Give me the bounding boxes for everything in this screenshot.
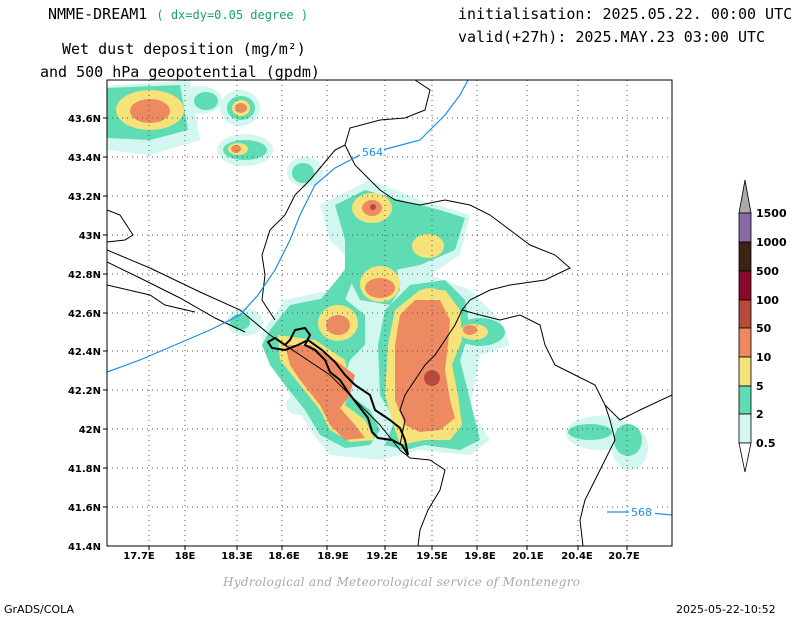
variable-title-line2: and 500 hPa geopotential (gpdm) <box>40 63 320 81</box>
colorbar-label: 500 <box>756 265 779 278</box>
latitude-labels: 43.6N 43.4N 43.2N 43N 42.8N 42.6N 42.4N … <box>68 114 101 553</box>
colorbar-swatch-500 <box>738 241 752 272</box>
montenegro-outline <box>266 326 409 456</box>
colorbar-swatch-2 <box>738 385 752 415</box>
lat-tick: 42.4N <box>68 347 101 358</box>
lon-tick: 18.6E <box>268 551 300 562</box>
contour-label-bg-568 <box>629 504 655 518</box>
colorbar-label: 50 <box>756 322 772 335</box>
colorbar-swatch-1000 <box>738 212 752 243</box>
lon-tick: 19.2E <box>366 551 398 562</box>
footer-timestamp: 2025-05-22-10:52 <box>676 603 776 616</box>
colorbar-arrow-bottom <box>738 442 752 473</box>
model-name: NMME-DREAM1 <box>48 5 148 23</box>
valid-time: valid(+27h): 2025.MAY.23 03:00 UTC <box>458 28 766 46</box>
colorbar-swatch-100 <box>738 270 752 301</box>
lat-tick: 43.4N <box>68 153 101 164</box>
lat-tick: 42N <box>79 425 101 436</box>
deposition-field <box>107 80 648 470</box>
lat-tick: 42.8N <box>68 270 101 281</box>
initialisation-time: initialisation: 2025.05.22. 00:00 UTC <box>458 5 793 23</box>
credit-line: Hydrological and Meteorological service … <box>223 575 581 589</box>
lat-tick: 42.2N <box>68 386 101 397</box>
colorbar <box>738 179 752 473</box>
colorbar-swatch-5 <box>738 356 752 387</box>
longitude-labels: 17.7E 18E 18.3E 18.6E 18.9E 19.2E 19.5E … <box>123 551 640 562</box>
lon-tick: 18E <box>175 551 196 562</box>
contour-label-bg-564 <box>360 145 384 158</box>
colorbar-label: 0.5 <box>756 437 776 450</box>
lat-tick: 43N <box>79 231 101 242</box>
graticule <box>107 80 672 546</box>
variable-title-line1: Wet dust deposition (mg/m²) <box>62 40 306 58</box>
lon-tick: 19.5E <box>416 551 448 562</box>
contour-label-564: 564 <box>362 146 383 159</box>
colorbar-label: 10 <box>756 351 772 364</box>
colorbar-swatch-10 <box>738 327 752 358</box>
map-area: 564 568 <box>107 80 672 546</box>
colorbar-label: 5 <box>756 380 764 393</box>
colorbar-swatch-50 <box>738 299 752 329</box>
colorbar-label: 1000 <box>756 236 787 249</box>
lon-tick: 17.7E <box>123 551 155 562</box>
axis-ticks <box>103 117 628 550</box>
footer-software: GrADS/COLA <box>4 603 74 616</box>
lon-tick: 19.8E <box>464 551 496 562</box>
model-resolution: ( dx=dy=0.05 degree ) <box>156 8 309 22</box>
lat-tick: 41.4N <box>68 542 101 553</box>
colorbar-label: 100 <box>756 294 779 307</box>
lon-tick: 20.4E <box>561 551 593 562</box>
lat-tick: 43.6N <box>68 114 101 125</box>
colorbar-swatch-0.5 <box>738 413 752 444</box>
lat-tick: 43.2N <box>68 192 101 203</box>
colorbar-arrow-top <box>738 179 752 214</box>
lat-tick: 42.6N <box>68 309 101 320</box>
lat-tick: 41.6N <box>68 503 101 514</box>
lon-tick: 18.9E <box>317 551 349 562</box>
colorbar-label: 2 <box>756 408 764 421</box>
lon-tick: 20.1E <box>512 551 544 562</box>
lon-tick: 18.3E <box>221 551 253 562</box>
country-borders <box>107 80 672 546</box>
lat-tick: 41.8N <box>68 464 101 475</box>
lon-tick: 20.7E <box>608 551 640 562</box>
colorbar-label: 1500 <box>756 207 787 220</box>
deposition-level-50 <box>370 204 440 386</box>
colorbar-labels: 1500 1000 500 100 50 10 5 2 0.5 <box>756 207 787 450</box>
contour-label-568: 568 <box>631 506 652 519</box>
model-title: NMME-DREAM1 ( dx=dy=0.05 degree ) <box>48 5 308 23</box>
